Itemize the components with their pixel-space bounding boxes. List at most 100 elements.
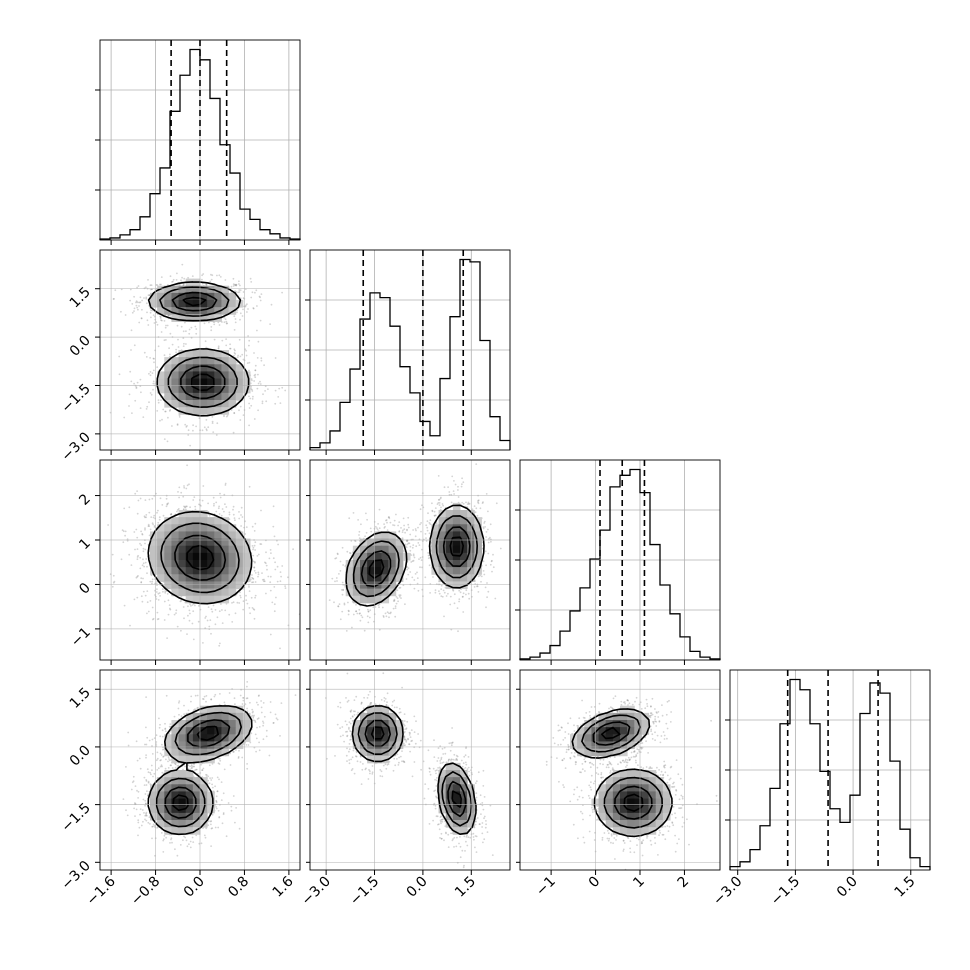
scatter-point — [181, 263, 184, 266]
scatter-point — [254, 369, 257, 372]
scatter-point — [273, 603, 276, 606]
scatter-point — [139, 296, 142, 299]
histogram-bar — [810, 724, 820, 870]
density-cell — [185, 378, 194, 387]
density-cell — [214, 350, 222, 358]
scatter-point — [177, 338, 179, 341]
scatter-point — [225, 320, 228, 323]
scatter-point — [139, 407, 142, 409]
scatter-point — [204, 617, 207, 619]
density-cell — [164, 300, 172, 308]
scatter-point — [393, 599, 396, 602]
scatter-point — [177, 283, 180, 286]
density-cell — [214, 357, 222, 365]
scatter-point — [242, 608, 245, 611]
density-cell — [185, 407, 194, 415]
scatter-point — [259, 380, 261, 383]
histogram-bar — [480, 340, 490, 450]
density-cell — [164, 574, 172, 582]
scatter-point — [176, 423, 179, 426]
scatter-point — [210, 278, 213, 281]
scatter-point — [366, 615, 369, 618]
scatter-point — [188, 619, 191, 622]
scatter-point — [152, 388, 154, 391]
scatter-point — [388, 517, 391, 520]
scatter-point — [348, 610, 350, 613]
scatter-point — [124, 530, 127, 533]
histogram-bar — [180, 75, 190, 240]
scatter-point — [384, 525, 386, 528]
scatter-point — [160, 276, 163, 278]
density-cell — [164, 385, 172, 394]
scatter-point — [208, 514, 211, 517]
scatter-point — [412, 544, 415, 546]
scatter-point — [265, 564, 268, 567]
scatter-point — [149, 600, 152, 602]
scatter-point — [434, 589, 437, 591]
histogram-bar — [540, 653, 550, 660]
scatter-point — [187, 434, 190, 436]
scatter-point — [413, 556, 416, 559]
scatter-point — [476, 585, 479, 588]
scatter-point — [171, 343, 174, 346]
scatter-point — [169, 513, 172, 516]
scatter-point — [186, 425, 188, 427]
density-cell — [207, 524, 215, 532]
scatter-point — [489, 523, 492, 526]
scatter-point — [107, 524, 109, 526]
scatter-point — [223, 415, 225, 418]
scatter-point — [145, 297, 148, 300]
scatter-point — [284, 389, 287, 392]
histogram-bar — [580, 588, 590, 660]
density-cell — [178, 400, 187, 408]
scatter-point — [262, 580, 265, 583]
scatter-point — [450, 501, 453, 504]
scatter-point — [137, 453, 139, 455]
density-cell — [214, 300, 222, 308]
density-cell — [235, 371, 244, 380]
scatter-point — [239, 419, 242, 421]
scatter-point — [191, 622, 194, 625]
scatter-point — [157, 592, 160, 595]
scatter-point — [180, 629, 182, 632]
histogram-bar — [650, 545, 660, 660]
scatter-point — [339, 560, 342, 563]
scatter-point — [238, 409, 240, 412]
scatter-point — [181, 276, 184, 279]
scatter-point — [253, 608, 256, 611]
density-cell — [235, 552, 244, 561]
scatter-point — [358, 608, 361, 611]
scatter-point — [192, 429, 194, 432]
density-cell — [235, 531, 244, 540]
scatter-point — [175, 348, 178, 351]
scatter-point — [140, 391, 142, 394]
scatter-point — [262, 393, 264, 396]
scatter-point — [365, 512, 367, 515]
density-cell — [192, 285, 201, 294]
scatter-point — [204, 340, 207, 343]
scatter-point — [226, 414, 229, 417]
scatter-point — [337, 605, 340, 607]
scatter-point — [146, 565, 148, 568]
scatter-point — [221, 508, 224, 510]
scatter-point — [178, 486, 181, 489]
scatter-point — [255, 289, 258, 292]
scatter-point — [158, 516, 161, 519]
scatter-point — [114, 289, 117, 292]
scatter-point — [194, 508, 197, 511]
density-cell — [164, 524, 172, 532]
scatter-point — [224, 503, 226, 506]
scatter-point — [236, 309, 239, 312]
scatter-point — [134, 399, 137, 402]
scatter-point — [208, 625, 211, 628]
density-cell — [192, 517, 201, 525]
scatter-point — [341, 593, 344, 596]
scatter-point — [253, 352, 255, 354]
scatter-point — [420, 522, 422, 524]
density-cell — [164, 364, 172, 372]
scatter-point — [343, 603, 346, 606]
scatter-point — [358, 530, 361, 533]
scatter-point — [425, 540, 428, 542]
scatter-point — [453, 593, 456, 596]
density-cell — [192, 595, 201, 604]
